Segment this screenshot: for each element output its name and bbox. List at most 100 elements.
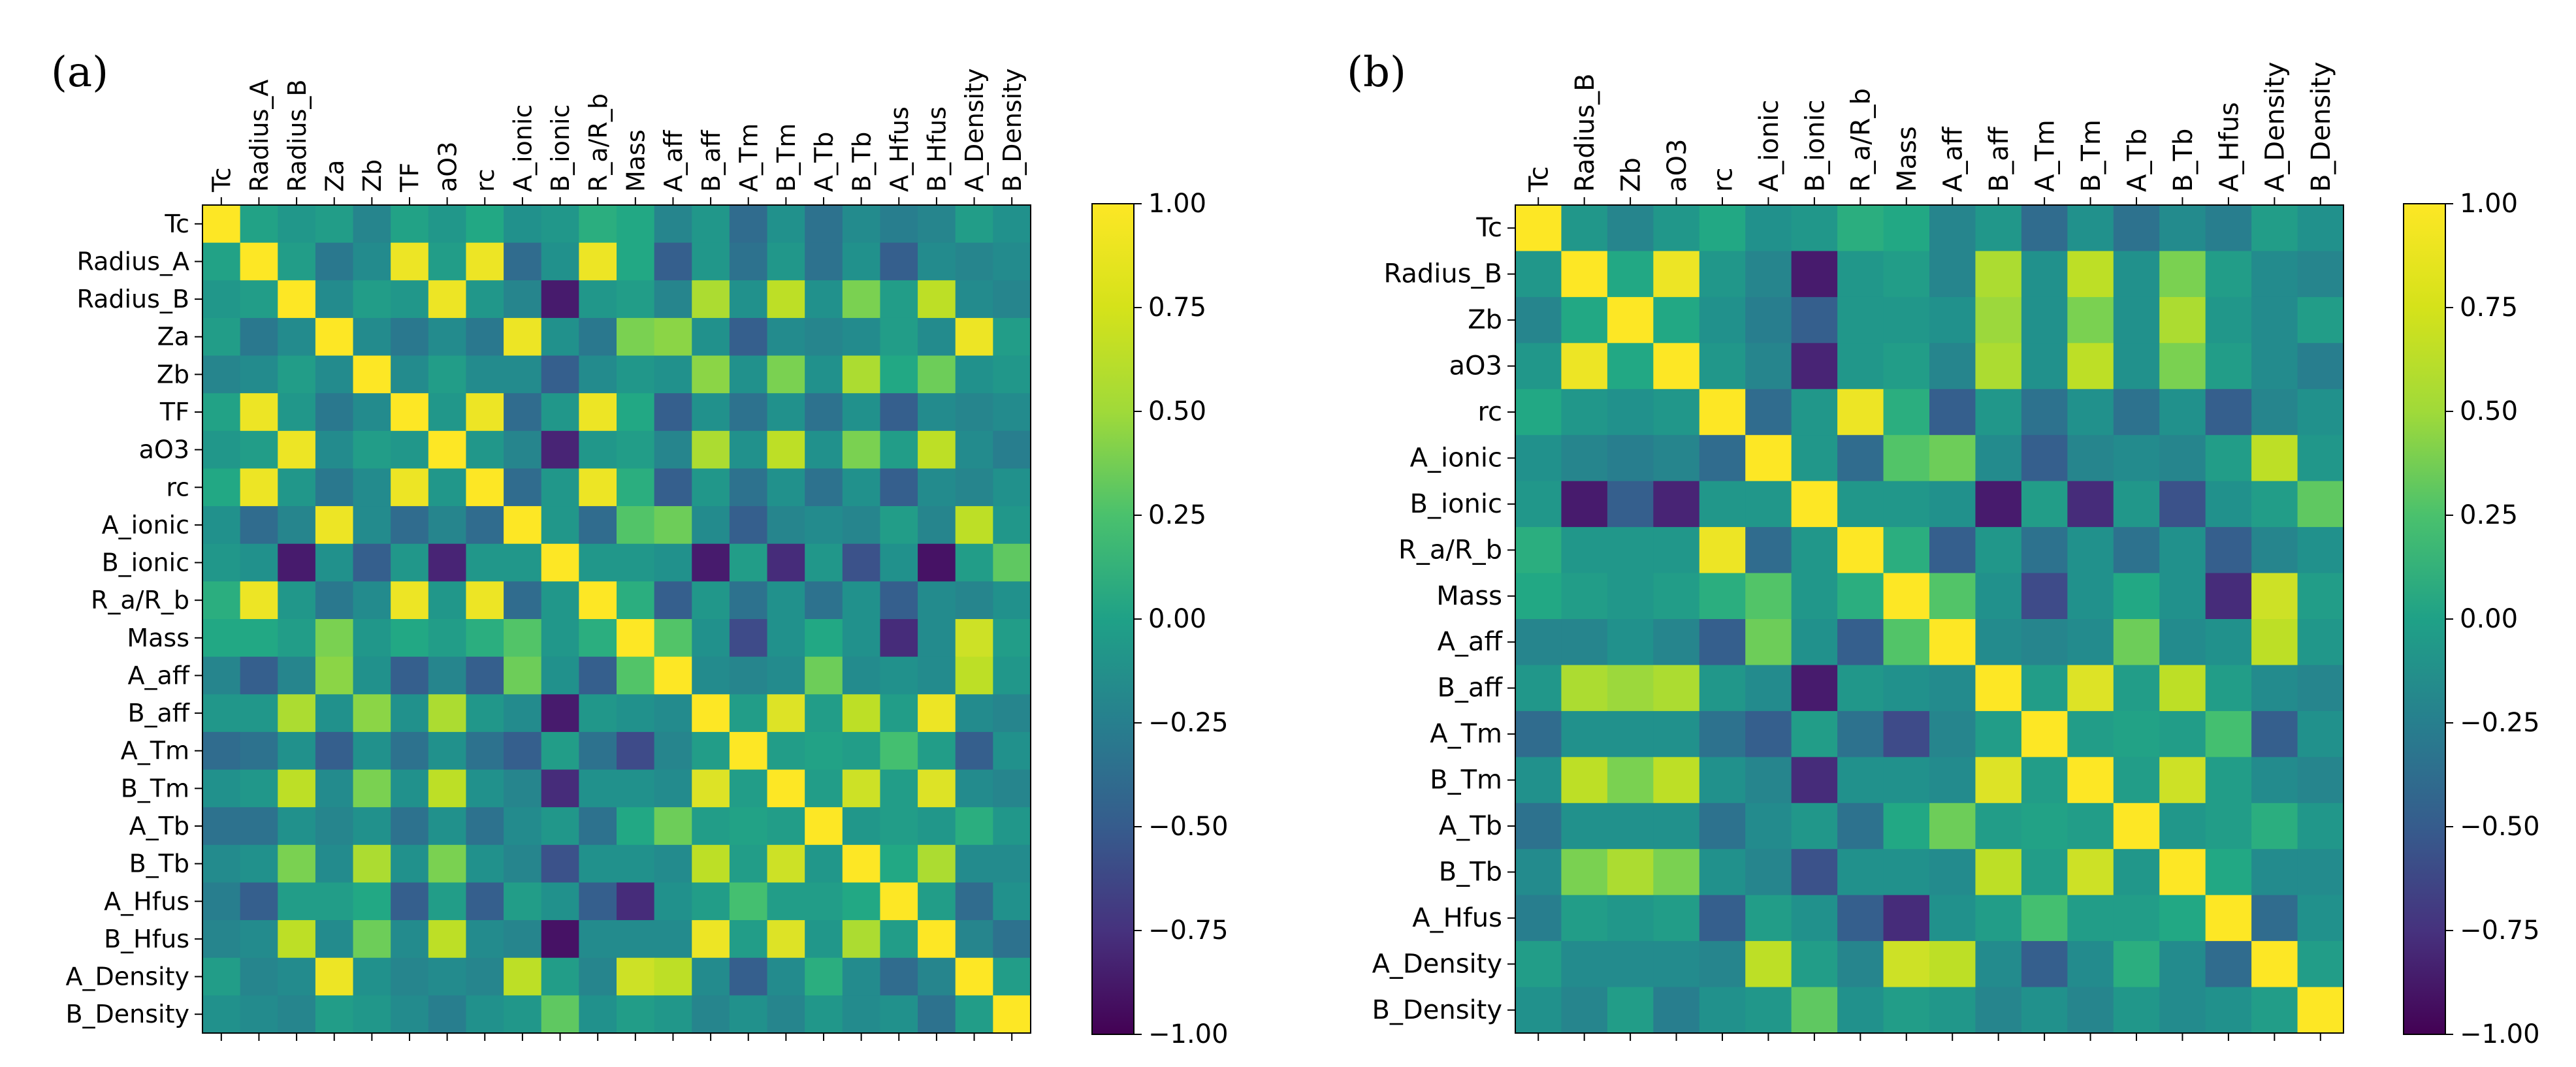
heatmap-a-cell-b-hfus-b-tm — [767, 920, 805, 959]
heatmap-a-cell-b-ionic-a-aff — [654, 543, 692, 582]
heatmap-a-cell-mass-za — [315, 619, 354, 658]
heatmap-a-cell-b-ionic-za — [315, 543, 354, 582]
heatmap-b-cell-b-density-zb — [1607, 987, 1654, 1034]
heatmap-a-cell-r-a-r-b-b-tm — [767, 581, 805, 620]
heatmap-b-cell-a-ionic-a-hfus — [2205, 435, 2252, 482]
heatmap-b-cell-b-aff-a-ionic — [1745, 665, 1792, 712]
heatmap-b-cell-b-aff-a-aff — [1929, 665, 1976, 712]
heatmap-b-cell-mass-b-tm — [2067, 573, 2114, 620]
heatmap-b-cell-ao3-b-ionic — [1791, 343, 1838, 390]
heatmap-a-cell-a-aff-b-tb — [842, 656, 881, 695]
heatmap-a-col-label: A_aff — [659, 130, 688, 192]
heatmap-a-cell-b-hfus-a-tm — [729, 920, 768, 959]
heatmap-a-cell-za-zb — [353, 317, 391, 357]
heatmap-a-cell-a-ionic-b-aff — [692, 506, 730, 545]
heatmap-b-cell-zb-radius-b — [1561, 296, 1608, 343]
heatmap-a-cell-zb-tc — [202, 355, 241, 394]
heatmap-a-cell-rc-a-tm — [729, 468, 768, 507]
heatmap-b-cell-b-aff-rc — [1699, 665, 1746, 712]
heatmap-a-cell-a-hfus-a-density — [955, 882, 993, 921]
heatmap-a-row-label: A_Tb — [129, 812, 189, 840]
heatmap-b-cell-b-tm-r-a-r-b — [1837, 757, 1884, 804]
heatmap-b-cell-a-aff-b-aff — [1975, 619, 2022, 666]
heatmap-b-cell-b-density-radius-b — [1561, 987, 1608, 1034]
heatmap-b-cell-a-tm-a-tm — [2021, 710, 2068, 757]
heatmap-b-cell-b-tm-a-tm — [2021, 757, 2068, 804]
heatmap-b-cell-a-density-radius-b — [1561, 941, 1608, 988]
heatmap-a-cell-zb-b-hfus — [918, 355, 956, 394]
heatmap-a-cell-tf-a-tb — [805, 393, 843, 432]
heatmap-b-cell-radius-b-zb — [1607, 251, 1654, 298]
heatmap-a-row-label: Zb — [157, 360, 189, 389]
heatmap-b-cell-a-density-b-tb — [2159, 941, 2206, 988]
heatmap-a-row-label: A_Density — [66, 963, 189, 991]
heatmap-a-cell-a-density-a-ionic — [504, 957, 542, 996]
heatmap-a-cell-a-density-a-aff — [654, 957, 692, 996]
heatmap-a-cell-radius-b-radius-b — [278, 280, 316, 319]
heatmap-b-cell-r-a-r-b-a-tb — [2113, 527, 2160, 574]
heatmap-b-cell-ao3-a-tb — [2113, 343, 2160, 390]
heatmap-b-cell-ao3-a-aff — [1929, 343, 1976, 390]
heatmap-a-cell-b-aff-radius-b — [278, 694, 316, 733]
heatmap-a-cell-radius-a-zb — [353, 242, 391, 281]
colorbar-b-tick-label: 0.75 — [2460, 293, 2518, 323]
heatmap-a-cell-a-tb-b-hfus — [918, 807, 956, 846]
heatmap-a-cell-b-density-ao3 — [428, 995, 467, 1034]
heatmap-a-cell-a-density-radius-b — [278, 957, 316, 996]
heatmap-b-cell-a-hfus-b-ionic — [1791, 895, 1838, 942]
heatmap-a-cell-zb-b-aff — [692, 355, 730, 394]
heatmap-b-cell-a-tm-a-density — [2251, 710, 2298, 757]
heatmap-a-cell-za-mass — [617, 317, 655, 357]
colorbar-b-tick-label: −0.50 — [2460, 812, 2540, 842]
heatmap-b-cell-b-tb-b-density — [2297, 849, 2344, 896]
heatmap-b-cell-rc-a-density — [2251, 389, 2298, 436]
heatmap-a-cell-ao3-b-tb — [842, 430, 881, 470]
heatmap-b-cell-a-density-rc — [1699, 941, 1746, 988]
heatmap-a-cell-b-aff-tc — [202, 694, 241, 733]
heatmap-b-cell-radius-b-tc — [1515, 251, 1562, 298]
heatmap-a-cell-b-density-mass — [617, 995, 655, 1034]
heatmap-a-cell-a-tm-radius-a — [240, 731, 278, 771]
heatmap-b-cell-a-hfus-a-ionic — [1745, 895, 1792, 942]
heatmap-a-cell-a-density-r-a-r-b — [579, 957, 617, 996]
heatmap-a-cell-b-tm-radius-a — [240, 769, 278, 808]
heatmap-b-cell-a-tb-b-tm — [2067, 803, 2114, 850]
heatmap-a-cell-za-rc — [466, 317, 504, 357]
heatmap-a-cell-b-ionic-radius-b — [278, 543, 316, 582]
heatmap-a-cell-mass-a-tm — [729, 619, 768, 658]
heatmap-a-cell-a-ionic-b-tb — [842, 506, 881, 545]
heatmap-a-col-label: TF — [396, 163, 425, 193]
heatmap-a-cell-za-radius-a — [240, 317, 278, 357]
heatmap-a-cell-tf-a-aff — [654, 393, 692, 432]
heatmap-b-cell-zb-a-aff — [1929, 296, 1976, 343]
heatmap-a-cell-a-ionic-a-aff — [654, 506, 692, 545]
heatmap-b-cell-a-tm-rc — [1699, 710, 1746, 757]
heatmap-b-cell-b-ionic-zb — [1607, 481, 1654, 528]
heatmap-a-cell-a-hfus-za — [315, 882, 354, 921]
heatmap-a-cell-a-ionic-a-tm — [729, 506, 768, 545]
heatmap-b-col-label: R_a/R_b — [1846, 88, 1876, 192]
heatmap-a-cell-radius-a-a-tm — [729, 242, 768, 281]
heatmap-b-col-label: rc — [1708, 167, 1738, 192]
heatmap-a-cell-a-hfus-b-tb — [842, 882, 881, 921]
heatmap-a-cell-b-density-a-tm — [729, 995, 768, 1034]
heatmap-b-row-label: Radius_B — [1383, 259, 1502, 289]
heatmap-a-cell-zb-a-ionic — [504, 355, 542, 394]
heatmap-b-cell-a-tb-b-tb — [2159, 803, 2206, 850]
heatmap-a-cell-b-aff-b-ionic — [541, 694, 579, 733]
colorbar-a-tick-label: 0.50 — [1148, 396, 1206, 426]
heatmap-a-cell-radius-a-rc — [466, 242, 504, 281]
heatmap-a-cell-tf-radius-a — [240, 393, 278, 432]
heatmap-a-cell-radius-b-r-a-r-b — [579, 280, 617, 319]
heatmap-a-cell-b-hfus-r-a-r-b — [579, 920, 617, 959]
heatmap-b-cell-b-ionic-tc — [1515, 481, 1562, 528]
colorbar-b-tick-label: 0.25 — [2460, 500, 2518, 530]
heatmap-a-cell-za-a-ionic — [504, 317, 542, 357]
heatmap-b-cell-b-density-b-density — [2297, 987, 2344, 1034]
heatmap-b-cell-ao3-mass — [1883, 343, 1930, 390]
heatmap-b-cell-b-aff-a-tm — [2021, 665, 2068, 712]
heatmap-b-col-label: Radius_B — [1570, 73, 1600, 192]
heatmap-a-cell-tc-b-aff — [692, 205, 730, 244]
heatmap-a-cell-a-tm-tc — [202, 731, 241, 771]
heatmap-a-cell-a-hfus-tf — [391, 882, 429, 921]
